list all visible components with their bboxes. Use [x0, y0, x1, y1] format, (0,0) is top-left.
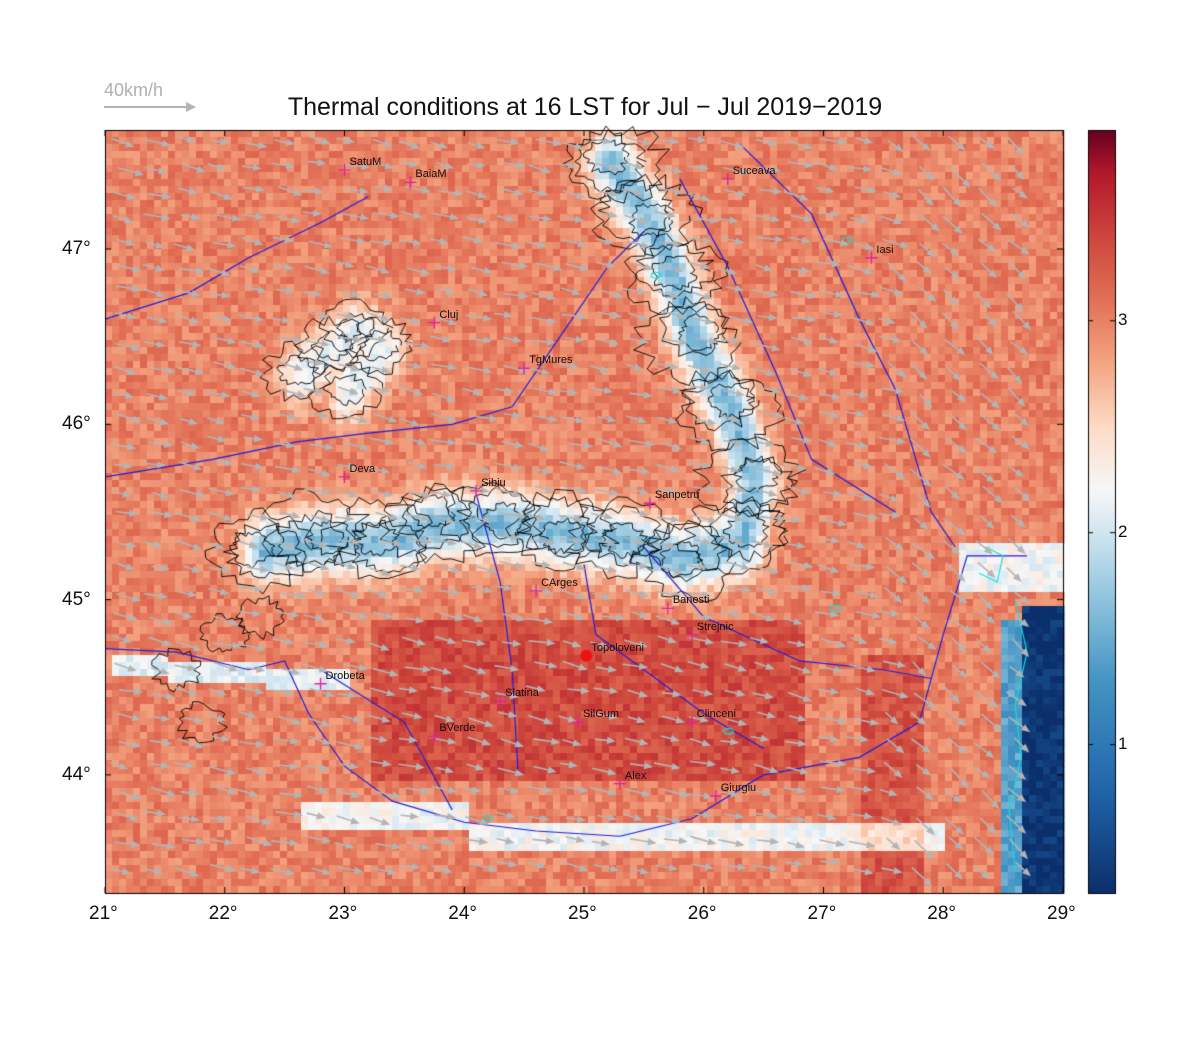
map-title: Thermal conditions at 16 LST for Jul − J… — [287, 93, 883, 121]
city-label-tgmures: TgMures — [529, 354, 573, 367]
city-label-topoloveni: Topoloveni — [591, 641, 644, 654]
lon-tick-label: 24° — [448, 903, 477, 924]
lon-tick-label: 22° — [208, 903, 238, 924]
city-label-satum: SatuM — [349, 156, 382, 169]
lat-tick-label: 46° — [62, 413, 91, 435]
lat-tick-label: 45° — [62, 588, 91, 610]
city-label-iasi: Iasi — [876, 243, 894, 256]
lat-tick-label: 47° — [62, 238, 91, 259]
city-label-banesti: Banesti — [672, 594, 710, 607]
colorbar-tick-label: 1 — [1118, 733, 1128, 753]
lon-tick-label: 27° — [807, 903, 837, 924]
wind-reference-label: 40km/h — [104, 80, 164, 100]
lon-tick-label: 26° — [687, 903, 717, 924]
city-label-silgum: SilGum — [583, 708, 620, 721]
colorbar-tick-label: 2 — [1118, 521, 1128, 541]
lon-tick-label: 28° — [927, 903, 956, 924]
city-label-cluj: Cluj — [439, 308, 459, 321]
city-label-slatina: Slatina — [505, 687, 539, 700]
city-label-strejnic: Strejnic — [696, 620, 734, 633]
city-label-deva: Deva — [349, 462, 376, 475]
city-label-giurgiu: Giurgiu — [720, 781, 757, 794]
city-label-alex: Alex — [624, 769, 647, 782]
city-label-bverde: BVerde — [439, 722, 476, 735]
colorbar-tick-label: 3 — [1118, 309, 1128, 329]
lon-tick-label: 29° — [1047, 903, 1076, 924]
wind-reference-arrow-icon — [104, 102, 196, 112]
city-label-sibiu: Sibiu — [481, 476, 506, 489]
city-label-drobeta: Drobeta — [325, 669, 365, 682]
lon-tick-label: 21° — [89, 903, 118, 924]
city-label-suceava: Suceava — [732, 164, 776, 177]
lon-tick-label: 23° — [328, 903, 358, 924]
lat-tick-label: 44° — [62, 763, 91, 785]
city-label-carges: CArges — [541, 576, 578, 589]
city-label-clinceni: Clinceni — [696, 708, 736, 721]
lon-tick-label: 25° — [568, 903, 597, 924]
city-label-baiam: BaiaM — [415, 168, 447, 181]
city-label-sanpetru: Sanpetru — [654, 489, 700, 502]
